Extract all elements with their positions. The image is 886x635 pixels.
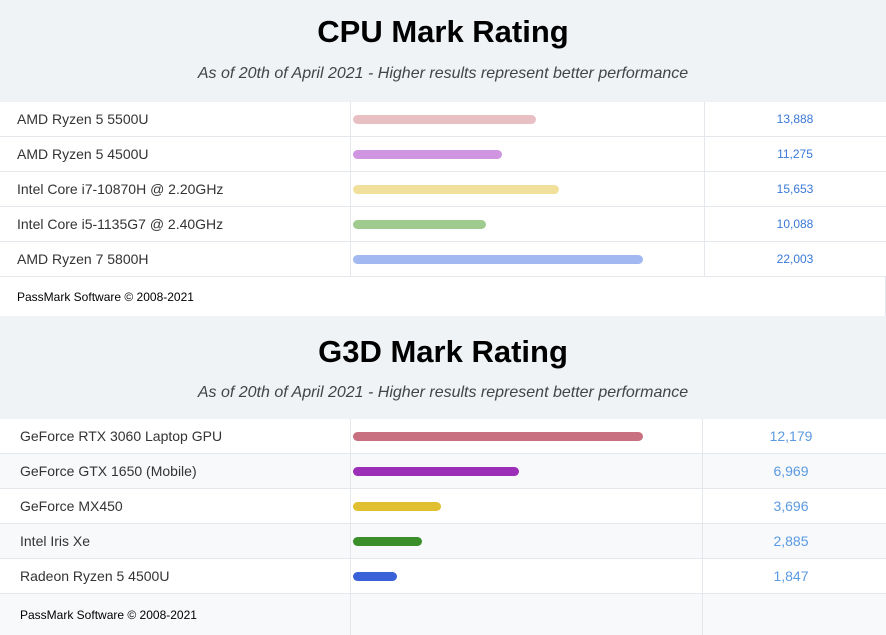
category-label: GeForce GTX 1650 (Mobile) bbox=[20, 463, 197, 479]
chart-header: G3D Mark Rating As of 20th of April 2021… bbox=[0, 316, 886, 419]
table-row: GeForce RTX 3060 Laptop GPU 12,179 bbox=[0, 419, 886, 454]
cpu-mark-chart: CPU Mark Rating As of 20th of April 2021… bbox=[0, 0, 886, 316]
column-divider bbox=[704, 207, 705, 241]
score-link[interactable]: 13,888 bbox=[776, 112, 814, 126]
bar bbox=[353, 185, 559, 194]
column-divider bbox=[350, 172, 351, 206]
column-divider bbox=[350, 242, 351, 276]
copyright-text: PassMark Software © 2008-2021 bbox=[20, 608, 197, 622]
table-row: Intel Core i5-1135G7 @ 2.40GHz 10,088 bbox=[0, 207, 886, 242]
bar bbox=[353, 115, 536, 124]
copyright-text: PassMark Software © 2008-2021 bbox=[17, 289, 194, 304]
column-divider bbox=[350, 489, 351, 523]
g3d-mark-chart: G3D Mark Rating As of 20th of April 2021… bbox=[0, 316, 886, 635]
column-divider bbox=[350, 102, 351, 136]
column-divider bbox=[350, 594, 351, 635]
category-label: Radeon Ryzen 5 4500U bbox=[20, 568, 170, 584]
column-divider bbox=[704, 172, 705, 206]
column-divider bbox=[702, 454, 703, 488]
column-divider bbox=[702, 524, 703, 558]
category-label: AMD Ryzen 7 5800H bbox=[17, 251, 149, 267]
column-divider bbox=[702, 559, 703, 593]
column-divider bbox=[702, 489, 703, 523]
column-divider bbox=[350, 454, 351, 488]
chart-subtitle: As of 20th of April 2021 - Higher result… bbox=[197, 384, 689, 401]
category-label: Intel Iris Xe bbox=[20, 533, 91, 549]
score-link[interactable]: 11,275 bbox=[777, 147, 813, 161]
chart-subtitle: As of 20th of April 2021 - Higher result… bbox=[197, 65, 689, 82]
score-link[interactable]: 12,179 bbox=[769, 428, 813, 444]
table-row: AMD Ryzen 5 4500U 11,275 bbox=[0, 137, 886, 172]
bar bbox=[353, 255, 643, 264]
category-label: GeForce MX450 bbox=[20, 498, 123, 514]
table-row: GeForce MX450 3,696 bbox=[0, 489, 886, 524]
bar bbox=[353, 150, 502, 159]
column-divider bbox=[350, 559, 351, 593]
score-link[interactable]: 3,696 bbox=[773, 498, 809, 514]
chart-header: CPU Mark Rating As of 20th of April 2021… bbox=[0, 0, 886, 102]
column-divider bbox=[350, 207, 351, 241]
table-row: AMD Ryzen 5 5500U 13,888 bbox=[0, 102, 886, 137]
chart-title: G3D Mark Rating bbox=[318, 334, 568, 369]
score-link[interactable]: 15,653 bbox=[776, 182, 814, 196]
score-link[interactable]: 6,969 bbox=[773, 463, 809, 479]
table-row: GeForce GTX 1650 (Mobile) 6,969 bbox=[0, 454, 886, 489]
score-link[interactable]: 10,088 bbox=[776, 217, 814, 231]
category-label: AMD Ryzen 5 4500U bbox=[17, 146, 149, 162]
score-link[interactable]: 1,847 bbox=[773, 568, 809, 584]
column-divider bbox=[702, 419, 703, 453]
table-row: Intel Core i7-10870H @ 2.20GHz 15,653 bbox=[0, 172, 886, 207]
column-divider bbox=[702, 594, 703, 635]
score-link[interactable]: 2,885 bbox=[773, 533, 809, 549]
bar bbox=[353, 467, 519, 476]
chart-rows: AMD Ryzen 5 5500U 13,888 AMD Ryzen 5 4500U… bbox=[0, 102, 886, 316]
table-row: Intel Iris Xe 2,885 bbox=[0, 524, 886, 559]
column-divider bbox=[704, 242, 705, 276]
table-row: AMD Ryzen 7 5800H 22,003 bbox=[0, 242, 886, 277]
column-divider bbox=[350, 524, 351, 558]
bar bbox=[353, 502, 441, 511]
bar bbox=[353, 537, 422, 546]
chart-title: CPU Mark Rating bbox=[317, 14, 569, 49]
column-divider bbox=[704, 137, 705, 171]
column-divider bbox=[704, 102, 705, 136]
category-label: Intel Core i5-1135G7 @ 2.40GHz bbox=[17, 216, 224, 232]
chart-footer: PassMark Software © 2008-2021 bbox=[0, 594, 886, 635]
bar bbox=[353, 432, 643, 441]
chart-footer: PassMark Software © 2008-2021 bbox=[0, 277, 886, 316]
table-row: Radeon Ryzen 5 4500U 1,847 bbox=[0, 559, 886, 594]
category-label: Intel Core i7-10870H @ 2.20GHz bbox=[17, 181, 224, 197]
category-label: AMD Ryzen 5 5500U bbox=[17, 111, 149, 127]
column-divider bbox=[350, 419, 351, 453]
column-divider bbox=[350, 137, 351, 171]
chart-rows: GeForce RTX 3060 Laptop GPU 12,179 GeForce… bbox=[0, 419, 886, 635]
score-link[interactable]: 22,003 bbox=[776, 252, 814, 266]
category-label: GeForce RTX 3060 Laptop GPU bbox=[20, 428, 223, 444]
bar bbox=[353, 572, 397, 581]
bar bbox=[353, 220, 486, 229]
